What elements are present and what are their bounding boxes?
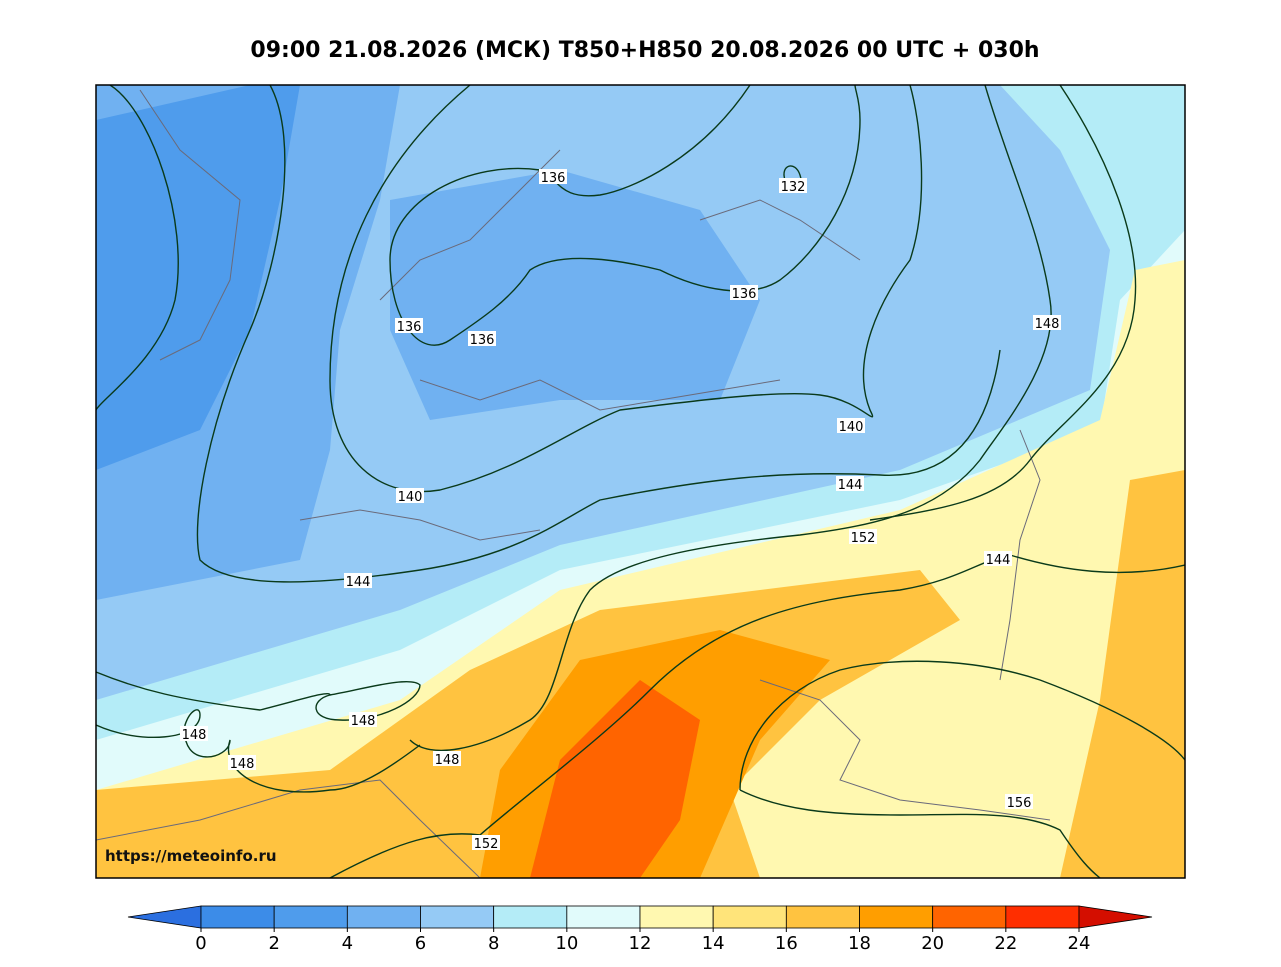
colorbar-segment	[566, 905, 641, 929]
map-title: 09:00 21.08.2026 (МСК) T850+H850 20.08.2…	[250, 38, 1039, 63]
contour-label-bg	[984, 551, 1012, 566]
contour-label: 148	[182, 728, 207, 743]
contour-label-bg	[472, 835, 500, 850]
colorbar-tick-label: 0	[195, 933, 206, 954]
contour-label-bg	[433, 751, 461, 766]
colorbar-segment	[712, 905, 787, 929]
colorbar-segment	[785, 905, 860, 929]
contour-line	[409, 85, 1052, 752]
contour-line	[329, 85, 923, 493]
colorbar-tick-label: 6	[415, 933, 426, 954]
field	[1060, 470, 1185, 878]
contour-label-bg	[344, 573, 372, 588]
source-url: https://meteoinfo.ru	[105, 847, 277, 865]
contour-line	[389, 85, 861, 346]
field	[390, 170, 760, 420]
contour-label-bg	[849, 529, 877, 544]
contour-line	[869, 85, 1137, 521]
contour-label-bg	[396, 488, 424, 503]
map-frame	[95, 84, 1186, 879]
contour-label-bg	[837, 418, 865, 433]
contour-label-bg	[395, 318, 423, 333]
contour-label: 140	[839, 420, 864, 435]
contour-label-bg	[779, 178, 807, 193]
colorbar-segment	[273, 905, 348, 929]
contour-label: 140	[398, 490, 423, 505]
contour-label-bg	[228, 755, 256, 770]
colorbar-tick-label: 16	[775, 933, 798, 954]
contour-line	[196, 85, 1001, 583]
colorbar-segment	[859, 905, 934, 929]
colorbar-tick-label: 18	[848, 933, 871, 954]
contour-label: 156	[1007, 796, 1032, 811]
colorbar-segment	[200, 905, 275, 929]
colorbar-tick-label: 24	[1068, 933, 1091, 954]
contour-label: 136	[470, 333, 495, 348]
contour-label: 144	[346, 575, 371, 590]
contour-label-bg	[836, 476, 864, 491]
contour-label-bg	[539, 169, 567, 184]
contour-line	[96, 85, 179, 411]
contour-label-bg	[1005, 794, 1033, 809]
coastline	[96, 89, 1051, 878]
contour-label: 132	[781, 180, 806, 195]
contour-line	[96, 671, 421, 721]
colorbar-tick-label: 4	[342, 933, 353, 954]
contour-label-bg	[468, 331, 496, 346]
field	[530, 680, 700, 878]
contour-label: 148	[351, 714, 376, 729]
contour-label-bg	[1033, 315, 1061, 330]
colorbar-tick-label: 20	[921, 933, 944, 954]
map-area: 136 132 136 136 136 140 144 140 144 148 152 144 148 1…	[96, 85, 1185, 878]
contour-line	[739, 660, 1185, 878]
colorbar-tick-label: 14	[702, 933, 725, 954]
contour-label: 136	[732, 287, 757, 302]
contour-label-bg	[349, 712, 377, 727]
contour-label: 148	[435, 753, 460, 768]
colorbar-tick-label: 10	[555, 933, 578, 954]
colorbar-tick-label: 8	[488, 933, 499, 954]
colorbar-tick-label: 2	[268, 933, 279, 954]
contour-label: 152	[851, 531, 876, 546]
contour-label: 148	[1035, 317, 1060, 332]
contour-label: 148	[230, 757, 255, 772]
contour-label: 136	[397, 320, 422, 335]
colorbar-extension	[1078, 905, 1153, 929]
contour-label-bg	[730, 285, 758, 300]
colorbar-segment	[420, 905, 495, 929]
colorbar-tick-label: 22	[994, 933, 1017, 954]
colorbar-tick-label: 12	[629, 933, 652, 954]
field	[96, 85, 300, 470]
colorbar-extension	[127, 905, 202, 929]
colorbar-segment	[346, 905, 421, 929]
contour-label: 136	[541, 171, 566, 186]
colorbar-segment	[493, 905, 568, 929]
contour-label-bg	[180, 726, 208, 741]
colorbar-segment	[1005, 905, 1080, 929]
contour-label: 144	[986, 553, 1011, 568]
contour-label: 144	[838, 478, 863, 493]
colorbar-segment	[932, 905, 1007, 929]
colorbar-segment	[639, 905, 714, 929]
contour-line	[329, 554, 1185, 878]
contour-label: 152	[474, 837, 499, 852]
